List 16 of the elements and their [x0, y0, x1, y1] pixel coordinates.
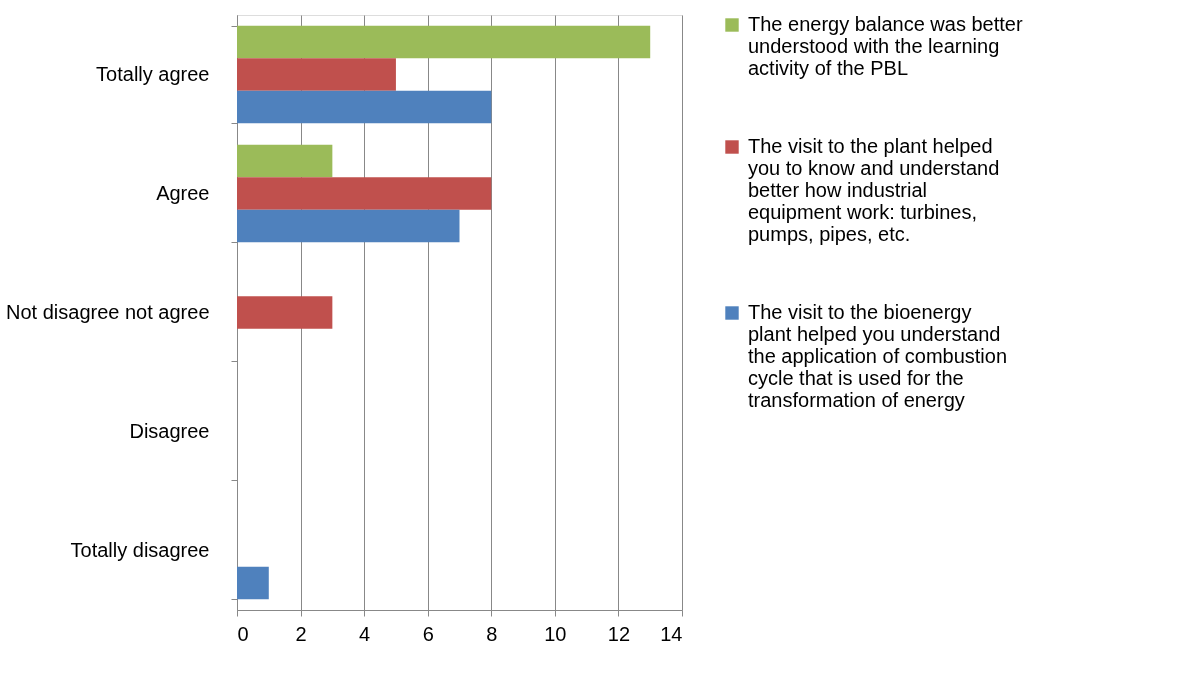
legend-label: The visit to the bioenergy plant helped you understand the application of combustion cycle that is used for the transformation of energy [748, 301, 1008, 411]
y-tick-label: Totally agree [96, 63, 210, 85]
x-tick-label: 12 [607, 622, 631, 645]
x-tick-label: 14 [660, 622, 683, 645]
x-tick-label: 0 [237, 622, 249, 645]
y-tick-label: Not disagree not agree [6, 301, 210, 323]
x-tick-label: 8 [486, 622, 498, 645]
x-tick-label: 6 [422, 622, 434, 645]
x-tick-label: 10 [544, 622, 567, 645]
x-tick-label: 4 [359, 622, 371, 645]
y-tick-label: Agree [156, 182, 210, 204]
legend-label: The energy balance was better understood with the learning activity of the PBL [748, 13, 1023, 79]
legend-label: The visit to the plant helped you to know and understand better how industrial equipment work: turbines, pumps, pipes, etc. [748, 135, 1000, 245]
x-tick-label: 2 [295, 622, 307, 645]
y-tick-label: Totally disagree [70, 539, 210, 561]
y-tick-label: Disagree [129, 420, 210, 442]
